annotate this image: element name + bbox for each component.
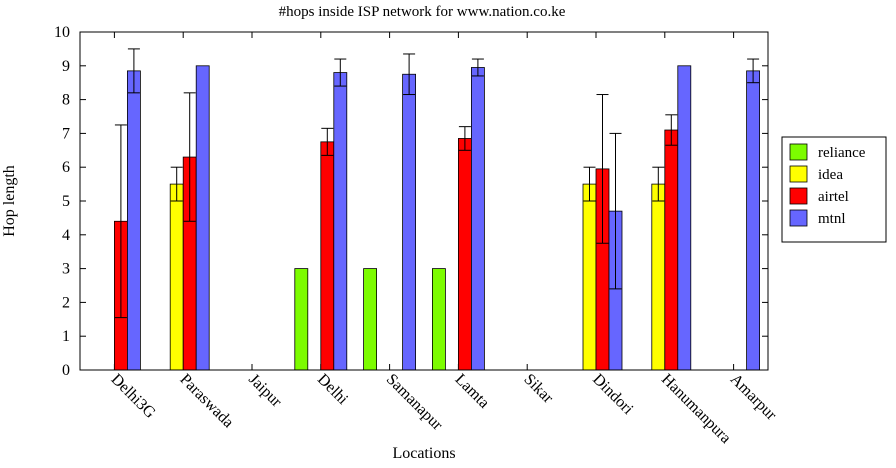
x-axis-label: Locations	[392, 445, 455, 462]
y-tick-label: 6	[62, 159, 70, 176]
x-tick-label: Samanapur	[383, 371, 446, 434]
x-tick-label: Sikar	[520, 371, 556, 407]
legend-label-airtel: airtel	[818, 189, 849, 205]
y-tick-label: 4	[62, 227, 70, 244]
bar-idea	[651, 183, 666, 371]
x-tick-label: Delhi	[314, 371, 352, 409]
x-tick-labels: Delhi3G Paraswada Jaipur Delhi Samanapur Lamt…	[108, 371, 781, 447]
bar-mtnl	[402, 73, 417, 371]
y-tick-labels: 0 1 2 3 4 5 6 7 8 9 10	[54, 24, 70, 379]
bar-airtel	[457, 138, 472, 371]
y-tick-label: 0	[62, 362, 70, 379]
legend-swatch-idea	[789, 165, 808, 183]
bar-mtnl	[470, 67, 485, 371]
bar-mtnl	[127, 70, 141, 371]
y-tick-label: 7	[62, 125, 70, 142]
x-tick-label: Delhi3G	[108, 371, 159, 422]
legend-label-reliance: reliance	[818, 145, 866, 161]
bar-reliance	[431, 268, 446, 371]
x-tick-label: Paraswada	[176, 371, 236, 431]
y-axis-label: Hop length	[1, 165, 18, 237]
y-tick-label: 10	[54, 24, 70, 41]
x-tick-label: Hanumanpura	[658, 371, 734, 447]
bar-mtnl	[333, 72, 348, 371]
legend-swatch-airtel	[789, 187, 808, 205]
y-tick-label: 9	[62, 58, 70, 75]
legend: reliance idea airtel mtnl	[781, 136, 887, 243]
bars	[114, 65, 760, 371]
y-tick-label: 1	[62, 328, 70, 345]
bar-reliance	[294, 268, 309, 371]
x-tick-label: Lamta	[452, 371, 493, 412]
y-tick-label: 8	[62, 92, 70, 109]
legend-swatch-reliance	[789, 143, 808, 161]
plot-frame	[79, 31, 769, 371]
bar-mtnl	[195, 65, 210, 371]
chart-title: #hops inside ISP network for www.nation.…	[279, 4, 566, 20]
bar-mtnl	[677, 65, 692, 371]
legend-label-idea: idea	[818, 167, 843, 183]
bar-idea	[582, 183, 597, 371]
error-bars	[114, 48, 760, 319]
bar-airtel	[320, 141, 335, 371]
bar-idea	[169, 183, 184, 371]
x-tick-label: Jaipur	[245, 371, 285, 411]
legend-label-mtnl: mtnl	[818, 211, 846, 227]
y-tick-label: 2	[62, 294, 70, 311]
bar-mtnl	[746, 70, 760, 371]
bar-reliance	[363, 268, 378, 371]
x-tick-label: Amarpur	[727, 371, 780, 424]
y-tick-label: 5	[62, 193, 70, 210]
y-tick-label: 3	[62, 261, 70, 278]
bar-airtel	[664, 129, 679, 371]
x-tick-label: Dindori	[589, 371, 637, 419]
legend-swatch-mtnl	[789, 209, 808, 227]
